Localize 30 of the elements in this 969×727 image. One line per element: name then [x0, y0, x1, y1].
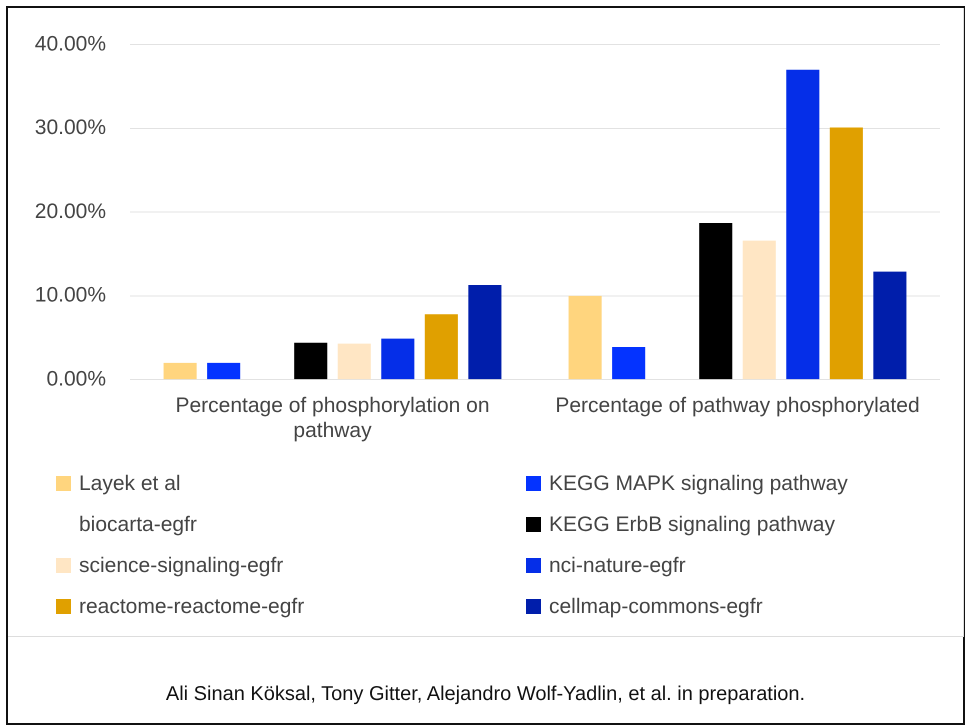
bar — [612, 346, 646, 380]
x-tick-label: Percentage of phosphorylation on pathway — [175, 394, 490, 442]
legend-label: science-signaling-egfr — [79, 554, 284, 578]
y-tick-label: 20.00% — [34, 200, 106, 223]
legend-label: nci-nature-egfr — [549, 554, 686, 578]
bar — [381, 338, 414, 380]
bar — [164, 362, 197, 380]
x-tick-label: Percentage of pathway phosphorylated — [555, 394, 920, 417]
text: Ali Sinan Köksal, Tony Gitter, Alejandro Wolf-Yadlin, et al. in preparation. — [164, 683, 806, 706]
y-tick-label: 0.00% — [46, 367, 106, 390]
legend-label: Layek et al — [79, 472, 181, 496]
bar — [207, 362, 240, 380]
y-tick-label: 30.00% — [34, 116, 106, 140]
text: biocarta-egfr — [79, 512, 197, 536]
y-tick-label: 40.00% — [34, 32, 106, 56]
bar — [338, 344, 371, 380]
legend-label: reactome-reactome-egfr — [79, 594, 304, 618]
bar — [424, 314, 458, 380]
legend-label: KEGG MAPK signaling pathway — [549, 472, 848, 496]
bar — [568, 296, 602, 380]
bar — [830, 128, 863, 380]
y-tick-label: 10.00% — [34, 284, 106, 307]
legend-label: cellmap-commons-egfr — [549, 594, 763, 618]
bar — [699, 222, 732, 380]
legend-label: KEGG ErbB signaling pathway — [549, 512, 835, 536]
bar — [786, 70, 820, 380]
bar — [742, 240, 776, 380]
bar — [468, 284, 502, 380]
bar — [873, 272, 906, 380]
bar — [294, 342, 328, 380]
